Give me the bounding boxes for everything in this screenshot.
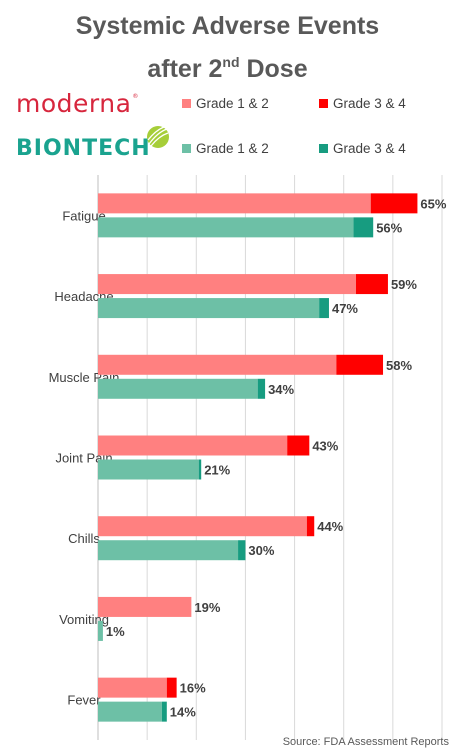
biontech-data-label: 30% [248,543,274,558]
legend-swatch [319,99,328,108]
legend-label: Grade 1 & 2 [196,141,269,156]
moderna-data-label: 16% [180,681,206,696]
moderna-data-label: 58% [386,358,412,373]
biontech-leaf-icon [147,126,169,148]
biontech-data-label: 21% [204,463,230,478]
moderna-bar-grade12 [98,435,288,456]
moderna-bar-grade12 [98,354,337,375]
moderna-bar-grade34 [356,274,388,295]
legend-label: Grade 1 & 2 [196,96,269,111]
legend-moderna-grade12: Grade 1 & 2 [182,96,269,111]
moderna-bar-grade12 [98,677,167,698]
moderna-data-label: 59% [391,277,417,292]
biontech-bar-grade34 [353,217,374,238]
category-label: Fatigue [62,208,105,223]
legend-swatch [182,144,191,153]
category-label: Chills [68,531,100,546]
moderna-bar-grade34 [306,516,315,537]
biontech-data-label: 1% [106,624,125,639]
moderna-bar-grade12 [98,274,356,295]
moderna-bar-grade34 [336,354,384,375]
biontech-bar-grade34 [161,701,167,722]
title-line2-sup: nd [222,54,240,70]
moderna-bar-grade34 [370,193,418,214]
biontech-bar-grade12 [98,298,320,319]
moderna-bar-grade12 [98,193,371,214]
moderna-bar-grade34 [166,677,177,698]
moderna-data-label: 44% [317,519,343,534]
biontech-data-label: 47% [332,301,358,316]
biontech-bar-grade12 [98,701,162,722]
moderna-bar-grade34 [287,435,310,456]
chart-title: Systemic Adverse Events after 2nd Dose [0,8,455,87]
title-line2-pre: after 2 [147,55,223,83]
biontech-logo: BIONTECH [16,136,151,161]
biontech-bar-grade34 [257,378,266,399]
biontech-bar-grade12 [98,378,258,399]
biontech-bar-grade34 [238,540,246,561]
legend-label: Grade 3 & 4 [333,96,406,111]
biontech-bar-grade34 [319,298,329,319]
category-label: Vomiting [59,612,109,627]
title-line2-post: Dose [239,55,308,83]
legend-swatch [319,144,328,153]
legend-label: Grade 3 & 4 [333,141,406,156]
moderna-registered-mark: ® [132,93,139,100]
biontech-bar-grade12 [98,540,239,561]
moderna-data-label: 43% [312,439,338,454]
moderna-data-label: 19% [194,600,220,615]
category-label: Fever [67,693,101,708]
biontech-data-label: 56% [376,220,402,235]
chart-title-line2: after 2nd Dose [0,44,455,87]
legend-biontech-grade12: Grade 1 & 2 [182,141,269,156]
legend-biontech-grade34: Grade 3 & 4 [319,141,406,156]
chart-title-line1: Systemic Adverse Events [75,12,380,40]
moderna-bar-grade12 [98,516,307,537]
source-note: Source: FDA Assessment Reports [282,736,449,748]
biontech-bar-grade12 [98,620,103,641]
legend-swatch [182,99,191,108]
biontech-bar-grade12 [98,459,199,480]
biontech-data-label: 34% [268,382,294,397]
moderna-bar-grade12 [98,596,192,617]
biontech-bar-grade34 [198,459,202,480]
moderna-data-label: 65% [420,196,446,211]
legend-moderna-grade34: Grade 3 & 4 [319,96,406,111]
moderna-logo-text: moderna [16,89,132,118]
biontech-bar-grade12 [98,217,354,238]
biontech-data-label: 14% [170,705,196,720]
moderna-logo: moderna® [16,89,139,118]
